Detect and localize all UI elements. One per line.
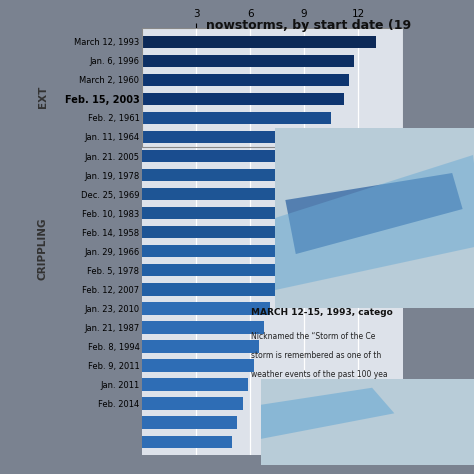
Bar (142, 188, 302, 201)
Text: storm is remembered as one of th: storm is remembered as one of th (251, 351, 382, 360)
Bar (142, 378, 248, 391)
Text: weather events of the past 100 yea: weather events of the past 100 yea (251, 370, 388, 379)
Bar (142, 417, 237, 429)
Bar (142, 283, 275, 296)
Bar (142, 245, 286, 257)
Bar (142, 264, 281, 276)
Text: EXT: EXT (37, 86, 48, 109)
Text: Nicknamed the “Storm of the Ce: Nicknamed the “Storm of the Ce (251, 332, 375, 341)
Bar (142, 36, 376, 48)
Bar (142, 226, 292, 238)
Bar (142, 73, 349, 86)
Polygon shape (285, 173, 463, 254)
Bar (142, 397, 243, 410)
Bar (142, 28, 403, 146)
Bar (142, 131, 319, 143)
Bar (142, 150, 313, 162)
Bar (142, 169, 308, 181)
Bar (142, 93, 344, 105)
Bar (142, 112, 331, 124)
Bar (142, 302, 270, 315)
Polygon shape (261, 388, 394, 439)
Text: nowstorms, by start date (19: nowstorms, by start date (19 (206, 19, 410, 32)
Bar (142, 55, 355, 67)
Bar (142, 359, 254, 372)
Bar (142, 340, 259, 353)
Polygon shape (275, 155, 474, 290)
Text: CRIPPLING: CRIPPLING (37, 218, 48, 280)
Bar (142, 436, 232, 448)
Text: MARCH 12-15, 1993, catego: MARCH 12-15, 1993, catego (251, 308, 393, 317)
Bar (142, 207, 297, 219)
Bar (142, 321, 264, 334)
